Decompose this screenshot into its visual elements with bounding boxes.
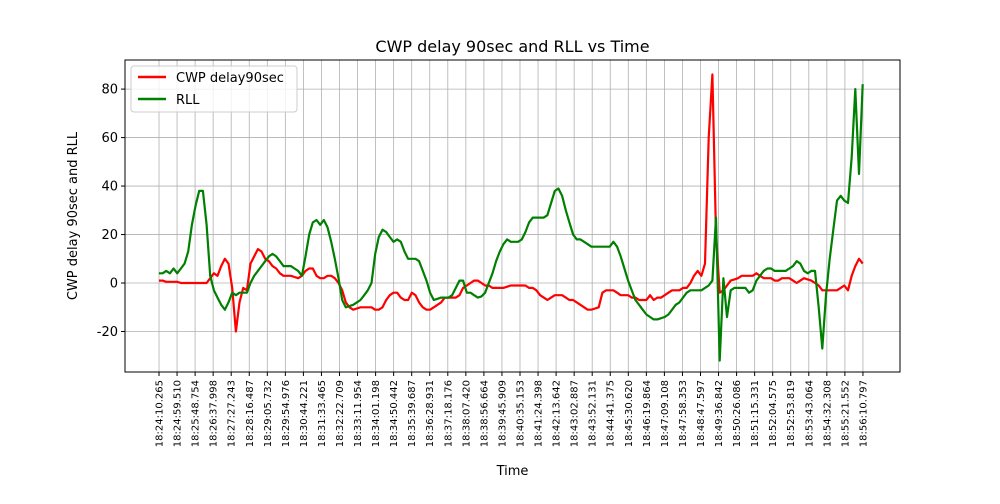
series-line-cwp-delay90sec <box>158 73 864 333</box>
y-tick-label: -20 <box>97 325 118 340</box>
y-axis-label: CWP delay 90sec and RLL <box>66 131 81 300</box>
x-tick-label: 18:26:37.998 <box>209 380 220 447</box>
legend: CWP delay90sec RLL <box>130 65 298 113</box>
x-tick-label: 18:44:41.375 <box>606 380 617 447</box>
x-tick-label: 18:32:22.709 <box>335 380 346 447</box>
series-lines <box>158 73 864 362</box>
x-tick-label: 18:48:47.597 <box>696 380 707 447</box>
x-tick-label: 18:52:53.819 <box>786 380 797 447</box>
x-tick-label: 18:31:33.465 <box>317 380 328 447</box>
x-tick-label: 18:46:19.864 <box>642 380 653 447</box>
legend-label-rll: RLL <box>176 93 200 108</box>
x-tick-label: 18:24:59.510 <box>173 380 184 447</box>
x-tick-label: 18:45:30.620 <box>624 380 635 447</box>
y-tick-label: 20 <box>101 228 118 243</box>
x-tick-label: 18:28:16.487 <box>245 380 256 447</box>
x-tick-label: 18:43:02.887 <box>570 380 581 447</box>
x-tick-label: 18:42:13.642 <box>552 380 563 447</box>
x-tick-label: 18:29:54.976 <box>281 380 292 447</box>
x-tick-label: 18:43:52.131 <box>588 380 599 447</box>
x-tick-label: 18:38:56.664 <box>479 380 490 447</box>
x-tick-label: 18:52:04.575 <box>768 380 779 447</box>
x-tick-label: 18:24:10.265 <box>155 380 166 447</box>
x-tick-label: 18:29:05.732 <box>263 380 274 447</box>
legend-label-cwp-delay90sec: CWP delay90sec <box>176 71 284 86</box>
y-tick-label: 80 <box>101 83 118 98</box>
x-tick-label: 18:37:18.176 <box>443 380 454 447</box>
y-tick-label: 0 <box>110 277 118 292</box>
x-tick-label: 18:51:15.331 <box>750 380 761 447</box>
x-tick-label: 18:56:10.797 <box>858 380 869 447</box>
x-tick-label: 18:47:58.353 <box>678 380 689 447</box>
x-tick-label: 18:53:43.064 <box>804 380 815 447</box>
x-axis-label: Time <box>496 464 529 479</box>
chart-title: CWP delay 90sec and RLL vs Time <box>375 37 649 56</box>
x-tick-label: 18:40:35.153 <box>515 380 526 447</box>
x-tick-label: 18:47:09.108 <box>660 380 671 447</box>
x-tick-label: 18:34:01.198 <box>371 380 382 447</box>
y-tick-label: 40 <box>101 180 118 195</box>
legend-box <box>130 65 298 113</box>
x-tick-label: 18:41:24.398 <box>534 380 545 447</box>
x-axis: 18:24:10.265 18:24:59.510 18:25:48.754 18:2… <box>155 372 869 447</box>
x-tick-label: 18:50:26.086 <box>732 380 743 447</box>
x-tick-label: 18:54:32.308 <box>822 380 833 447</box>
x-tick-label: 18:36:28.931 <box>425 380 436 447</box>
x-tick-label: 18:34:50.442 <box>389 380 400 447</box>
y-axis: -20 0 20 40 60 80 <box>97 83 125 340</box>
x-tick-label: 18:39:45.909 <box>497 380 508 447</box>
plot-frame <box>124 59 901 373</box>
x-tick-label: 18:33:11.954 <box>353 380 364 447</box>
x-tick-label: 18:49:36.842 <box>714 380 725 447</box>
x-tick-label: 18:30:44.221 <box>299 380 310 447</box>
series-line-rll <box>158 84 864 362</box>
y-tick-label: 60 <box>101 131 118 146</box>
x-tick-label: 18:55:21.552 <box>840 380 851 447</box>
x-tick-label: 18:27:27.243 <box>227 380 238 447</box>
x-tick-label: 18:38:07.420 <box>461 380 472 447</box>
x-tick-label: 18:35:39.687 <box>407 380 418 447</box>
x-tick-label: 18:25:48.754 <box>191 380 202 447</box>
